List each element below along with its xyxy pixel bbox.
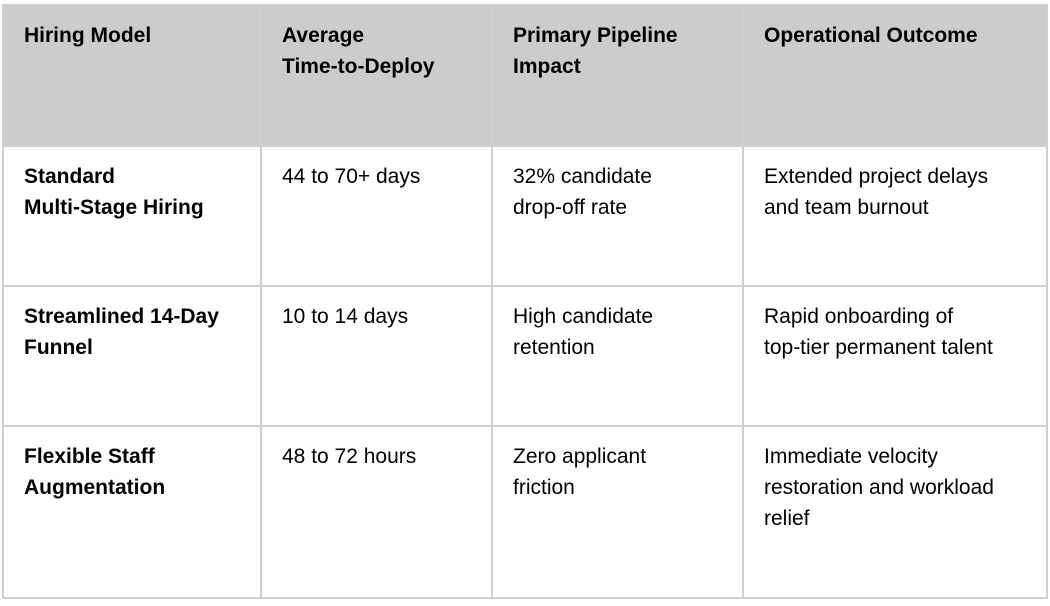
cell-pipeline-impact: 32% candidate drop-off rate — [491, 145, 744, 287]
table-body: Standard Multi-Stage Hiring 44 to 70+ da… — [2, 145, 1048, 599]
cell-time-to-deploy: 48 to 72 hours — [260, 425, 493, 599]
table-row: Flexible Staff Augmentation 48 to 72 hou… — [2, 425, 1048, 599]
header-row: Hiring Model Average Time-to-Deploy Prim… — [2, 4, 1048, 147]
header-time-to-deploy: Average Time-to-Deploy — [260, 4, 493, 147]
cell-operational-outcome: Immediate velocity restoration and workl… — [742, 425, 1048, 599]
table-header: Hiring Model Average Time-to-Deploy Prim… — [2, 4, 1048, 147]
cell-operational-outcome: Extended project delays and team burnout — [742, 145, 1048, 287]
cell-hiring-model: Flexible Staff Augmentation — [2, 425, 262, 599]
cell-pipeline-impact: High candidate retention — [491, 285, 744, 427]
header-operational-outcome: Operational Outcome — [742, 4, 1048, 147]
table-row: Streamlined 14-Day Funnel 10 to 14 days … — [2, 285, 1048, 427]
header-pipeline-impact: Primary Pipeline Impact — [491, 4, 744, 147]
cell-time-to-deploy: 10 to 14 days — [260, 285, 493, 427]
cell-time-to-deploy: 44 to 70+ days — [260, 145, 493, 287]
hiring-model-comparison-table: Hiring Model Average Time-to-Deploy Prim… — [2, 4, 1048, 599]
cell-pipeline-impact: Zero applicant friction — [491, 425, 744, 599]
cell-operational-outcome: Rapid onboarding of top-tier permanent t… — [742, 285, 1048, 427]
cell-hiring-model: Streamlined 14-Day Funnel — [2, 285, 262, 427]
cell-hiring-model: Standard Multi-Stage Hiring — [2, 145, 262, 287]
table-row: Standard Multi-Stage Hiring 44 to 70+ da… — [2, 145, 1048, 287]
header-hiring-model: Hiring Model — [2, 4, 262, 147]
